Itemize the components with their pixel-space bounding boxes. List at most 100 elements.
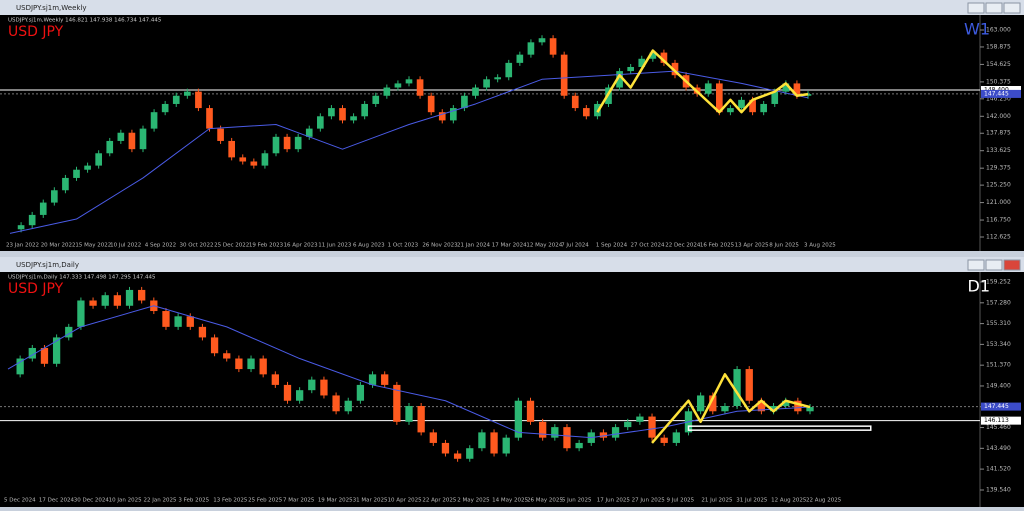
close-button[interactable]	[1003, 259, 1021, 271]
x-tick-label: 4 Sep 2022	[145, 243, 176, 249]
price-label: 147.445	[984, 90, 1009, 97]
candle-body	[206, 108, 213, 129]
candle-body	[113, 295, 122, 306]
candle-body	[429, 432, 437, 443]
maximize-button[interactable]	[985, 259, 1003, 271]
x-tick-label: 31 Mar 2025	[353, 498, 388, 504]
candle-body	[539, 421, 547, 438]
x-tick-label: 16 Feb 2025	[700, 243, 735, 249]
window-buttons	[967, 2, 1021, 271]
candle-body	[472, 87, 479, 96]
candle-body	[649, 52, 657, 59]
candle-body	[709, 395, 717, 412]
candle-body	[599, 432, 608, 438]
chart-area	[0, 272, 1024, 507]
candle-body	[583, 108, 590, 117]
x-tick-label: 22 Apr 2025	[422, 498, 457, 504]
candle-body	[757, 400, 766, 412]
y-tick-label: 159.252	[986, 279, 1011, 286]
x-tick-label: 2 May 2025	[457, 498, 490, 504]
candle-body	[438, 112, 446, 121]
y-tick-label: 151.370	[986, 362, 1011, 369]
candle-body	[490, 432, 498, 454]
candle-body	[549, 38, 557, 55]
candle-body	[672, 432, 680, 443]
candle-body	[405, 406, 413, 422]
candle-body	[198, 326, 207, 338]
x-tick-label: 20 Mar 2022	[41, 243, 76, 249]
y-tick-label: 157.280	[986, 299, 1011, 306]
candle-body	[727, 108, 734, 113]
candle-body	[505, 62, 513, 78]
symbol-label: USD JPY	[8, 281, 64, 297]
minimize-button[interactable]	[967, 2, 985, 14]
info-label: USDJPY.sj1m,Weekly 146.821 147.938 146.7…	[8, 18, 162, 24]
candle-body	[305, 128, 313, 137]
candle-body	[235, 358, 243, 370]
minimize-button[interactable]	[967, 259, 985, 271]
candle-body	[239, 157, 247, 162]
x-tick-label: 7 Mar 2025	[283, 498, 315, 504]
x-tick-label: 17 Jun 2025	[597, 498, 631, 504]
y-tick-label: 153.340	[986, 341, 1011, 348]
y-tick-label: 149.400	[986, 382, 1011, 389]
x-tick-label: 22 Jan 2025	[143, 498, 176, 504]
candle-body	[793, 83, 801, 96]
candle-body	[660, 52, 668, 63]
title-bar	[0, 0, 1024, 15]
candle-body	[716, 83, 723, 113]
symbol-label: USD JPY	[8, 24, 64, 40]
candle-body	[571, 95, 579, 109]
candle-body	[671, 62, 679, 76]
candle-body	[427, 95, 435, 113]
y-tick-label: 129.375	[986, 165, 1011, 172]
y-tick-label: 154.625	[986, 61, 1011, 68]
candle-body	[356, 384, 365, 401]
maximize-button[interactable]	[985, 2, 1003, 14]
x-tick-label: 13 Apr 2025	[735, 243, 770, 249]
price-tag	[981, 402, 1021, 411]
x-tick-label: 27 Jun 2025	[632, 498, 666, 504]
x-tick-label: 17 Mar 2024	[492, 243, 527, 249]
level-label: 146.113	[984, 417, 1009, 424]
level-tag	[981, 416, 1021, 425]
zigzag-line	[651, 373, 811, 444]
y-tick-label: 112.625	[986, 234, 1011, 241]
candle-body	[271, 374, 279, 385]
candle-body	[538, 38, 546, 43]
x-tick-label: 30 Dec 2024	[74, 498, 110, 504]
x-tick-label: 19 Feb 2023	[249, 243, 284, 249]
timeframe-label: W1	[964, 20, 990, 39]
x-tick-label: 22 Dec 2024	[665, 243, 701, 249]
candle-body	[272, 136, 280, 154]
x-tick-label: 10 Jan 2025	[109, 498, 142, 504]
candle-body	[247, 358, 255, 370]
candle-body	[745, 369, 753, 401]
candle-body	[771, 91, 779, 104]
candle-body	[416, 79, 424, 96]
candle-body	[261, 153, 269, 166]
candle-body	[560, 54, 568, 96]
candle-body	[466, 448, 474, 459]
candle-body	[417, 406, 425, 433]
candle-body	[223, 353, 231, 359]
candle-body	[332, 395, 340, 412]
candle-body	[172, 95, 180, 104]
x-tick-label: 27 Oct 2024	[631, 243, 666, 249]
x-tick-label: 16 Apr 2023	[284, 243, 319, 249]
y-tick-label: 158.875	[986, 43, 1011, 50]
candle-body	[186, 316, 194, 327]
candle-body	[514, 400, 523, 438]
candle-body	[174, 316, 182, 327]
candle-body	[317, 116, 324, 129]
x-tick-label: 3 Feb 2025	[178, 498, 209, 504]
x-tick-label: 5 Jun 2025	[562, 498, 592, 504]
x-tick-label: 10 Jul 2022	[110, 243, 141, 249]
candle-body	[16, 358, 24, 375]
candle-body	[328, 108, 335, 117]
x-tick-label: 3 Aug 2025	[804, 243, 836, 249]
candle-body	[461, 95, 468, 109]
candle-body	[453, 453, 462, 459]
close-button[interactable]	[1003, 2, 1021, 14]
